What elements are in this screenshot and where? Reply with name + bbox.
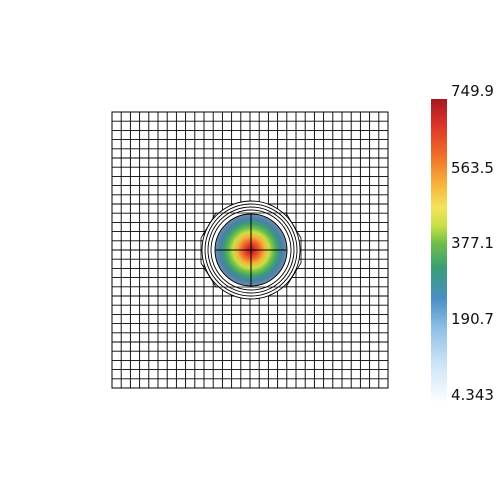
- transition-ring: [200, 212, 302, 288]
- ring-4: [204, 203, 298, 297]
- colorbar-tick-2: 563.5: [451, 159, 494, 177]
- colorbar: [431, 99, 447, 401]
- ring-3: [207, 206, 295, 294]
- center-cross: [215, 214, 287, 286]
- ring-2: [210, 209, 292, 291]
- ring-5: [201, 200, 301, 300]
- mesh-grid: [112, 112, 388, 388]
- colorbar-tick-min: 4.343: [451, 386, 494, 404]
- refinement-rings: [200, 200, 302, 300]
- colorbar-tick-4: 190.7: [451, 310, 494, 328]
- colorbar-tick-3: 377.1: [451, 234, 494, 252]
- colorbar-tick-max: 749.9: [451, 82, 494, 100]
